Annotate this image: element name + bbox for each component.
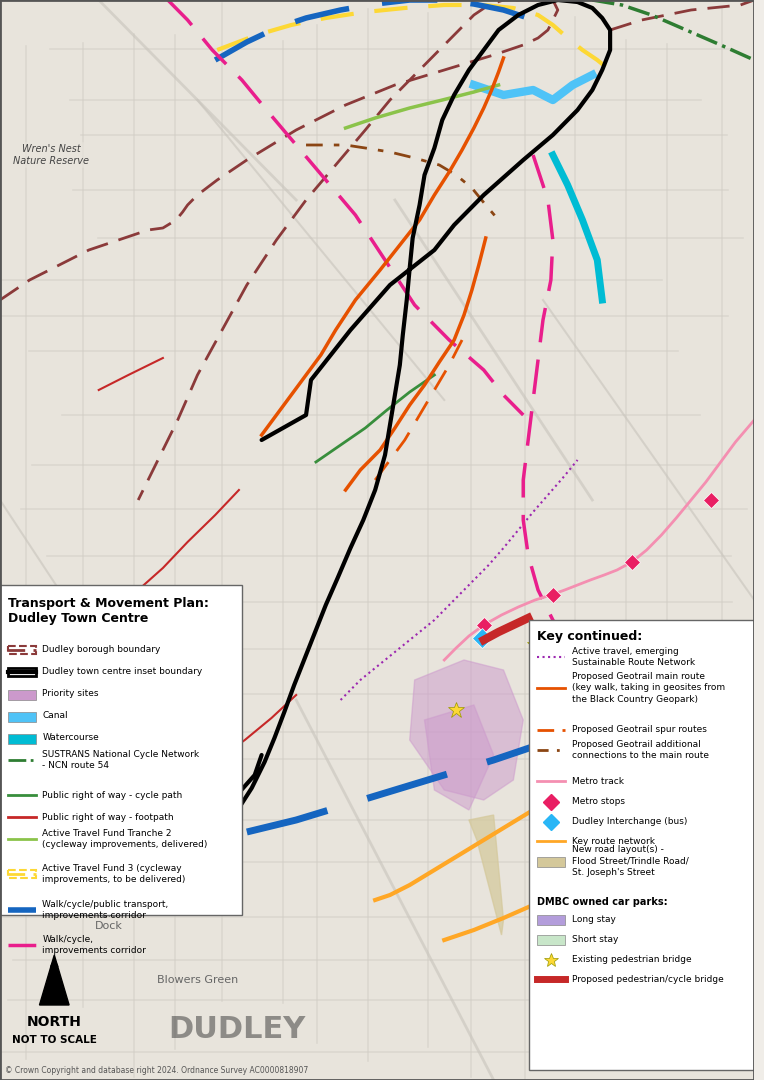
Text: Walk/cycle/public transport,
improvements corridor: Walk/cycle/public transport, improvement… (43, 900, 169, 920)
Text: Walk/cycle,
improvements corridor: Walk/cycle, improvements corridor (43, 935, 147, 955)
Text: Key route network: Key route network (571, 837, 655, 846)
Text: Proposed Geotrail main route
(key walk, taking in geosites from
the Black Countr: Proposed Geotrail main route (key walk, … (571, 673, 725, 703)
Bar (8, 870, 36, 878)
Text: Public right of way - cycle path: Public right of way - cycle path (43, 791, 183, 799)
Text: Dudley Interchange (bus): Dudley Interchange (bus) (571, 816, 687, 825)
Bar (8, 690, 36, 700)
Text: Short stay: Short stay (571, 934, 618, 944)
Bar (8, 734, 36, 744)
Bar (537, 858, 565, 867)
Polygon shape (410, 660, 523, 800)
Text: Old
Dock: Old Dock (95, 909, 122, 931)
Text: New road layout(s) -
Flood Street/Trindle Road/
St. Joseph's Street: New road layout(s) - Flood Street/Trindl… (571, 846, 688, 877)
Text: Long stay: Long stay (571, 915, 616, 923)
Text: © Crown Copyright and database right 2024. Ordnance Survey AC0000818907: © Crown Copyright and database right 202… (5, 1066, 308, 1075)
Text: DMBC owned car parks:: DMBC owned car parks: (537, 897, 668, 907)
Bar (537, 935, 565, 945)
Bar (0, 585, 242, 915)
Text: Proposed pedestrian/cycle bridge: Proposed pedestrian/cycle bridge (571, 974, 724, 984)
Polygon shape (469, 815, 503, 935)
Text: Active travel, emerging
Sustainable Route Network: Active travel, emerging Sustainable Rout… (571, 647, 694, 667)
Text: Wren's Nest
Nature Reserve: Wren's Nest Nature Reserve (13, 145, 89, 166)
Polygon shape (40, 955, 69, 1005)
Polygon shape (425, 705, 494, 810)
Bar (537, 915, 565, 924)
Text: Existing pedestrian bridge: Existing pedestrian bridge (571, 955, 691, 963)
Text: Dudley town centre inset boundary: Dudley town centre inset boundary (43, 667, 202, 676)
Bar (8, 712, 36, 723)
Bar (529, 620, 754, 1070)
Bar (8, 646, 36, 654)
Text: Public right of way - footpath: Public right of way - footpath (43, 813, 174, 822)
Text: Blowers Green: Blowers Green (157, 975, 238, 985)
Text: SUSTRANS National Cycle Network
- NCN route 54: SUSTRANS National Cycle Network - NCN ro… (43, 750, 199, 770)
Text: NORTH: NORTH (27, 1015, 82, 1029)
Text: Proposed Geotrail spur routes: Proposed Geotrail spur routes (571, 726, 707, 734)
Text: Key continued:: Key continued: (537, 630, 643, 643)
Text: Priority sites: Priority sites (43, 689, 99, 699)
Text: Metro stops: Metro stops (571, 797, 625, 806)
Text: Proposed Geotrail additional
connections to the main route: Proposed Geotrail additional connections… (571, 740, 709, 760)
Text: Dudley borough boundary: Dudley borough boundary (43, 646, 161, 654)
Text: Watercourse: Watercourse (43, 733, 99, 743)
Text: NOT TO SCALE: NOT TO SCALE (12, 1035, 97, 1045)
Text: Transport & Movement Plan:
Dudley Town Centre: Transport & Movement Plan: Dudley Town C… (8, 597, 209, 625)
Text: Canal: Canal (43, 712, 68, 720)
Bar (8, 669, 36, 676)
Text: Metro track: Metro track (571, 777, 623, 785)
Text: Active Travel Fund Tranche 2
(cycleway improvements, delivered): Active Travel Fund Tranche 2 (cycleway i… (43, 829, 208, 849)
Text: DUDLEY: DUDLEY (168, 1015, 306, 1044)
Text: Active Travel Fund 3 (cycleway
improvements, to be delivered): Active Travel Fund 3 (cycleway improveme… (43, 864, 186, 885)
